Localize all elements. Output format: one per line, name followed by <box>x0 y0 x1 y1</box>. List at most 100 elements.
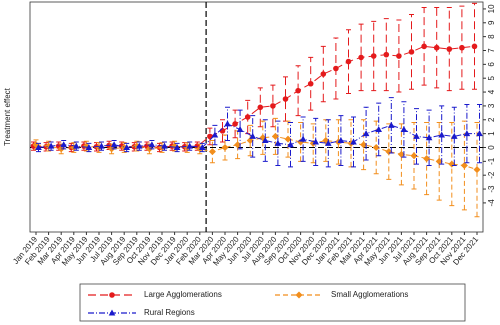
marker <box>325 139 332 146</box>
legend-marker <box>295 291 303 299</box>
marker <box>282 96 289 102</box>
marker <box>244 114 251 120</box>
error-bar <box>250 115 256 158</box>
legend-label: Small Agglomerations <box>331 290 408 299</box>
marker <box>471 43 478 50</box>
error-bar <box>358 23 364 92</box>
marker <box>85 143 93 150</box>
marker <box>236 125 244 132</box>
y-tick-label: 1 <box>487 131 496 136</box>
marker <box>136 142 143 149</box>
legend-marker <box>108 309 116 316</box>
marker <box>345 58 352 65</box>
marker <box>383 51 390 58</box>
legend-label: Rural Regions <box>144 308 195 317</box>
marker <box>320 71 327 77</box>
marker <box>232 121 238 127</box>
marker <box>362 130 370 137</box>
error-bar <box>212 124 218 146</box>
marker <box>438 131 445 138</box>
marker <box>47 142 55 149</box>
y-tick-label: 9 <box>487 20 496 25</box>
marker <box>161 142 168 149</box>
error-bar <box>335 119 341 165</box>
series-line <box>33 45 475 148</box>
series-line <box>38 123 480 149</box>
marker <box>459 44 465 51</box>
marker <box>463 130 471 137</box>
error-bar <box>220 119 225 143</box>
y-tick-label: 0 <box>487 145 496 150</box>
error-bar <box>477 104 482 164</box>
marker <box>257 104 264 111</box>
marker <box>375 125 382 132</box>
marker <box>270 103 276 109</box>
y-tick-label: 10 <box>487 4 496 13</box>
marker <box>148 141 156 148</box>
marker <box>396 53 402 59</box>
marker <box>337 137 345 144</box>
marker <box>249 132 256 139</box>
marker <box>446 46 453 52</box>
marker <box>307 80 314 87</box>
marker <box>400 125 408 132</box>
marker <box>451 132 458 139</box>
marker <box>435 157 443 165</box>
marker <box>234 141 242 149</box>
marker <box>372 143 380 151</box>
y-tick-label: -2 <box>487 171 496 179</box>
marker <box>60 141 67 148</box>
marker <box>224 120 231 127</box>
y-tick-label: 6 <box>487 62 496 67</box>
marker <box>408 49 415 55</box>
marker <box>211 131 219 138</box>
y-tick-label: 4 <box>487 89 496 94</box>
error-bar <box>439 105 445 165</box>
marker <box>221 143 229 151</box>
y-axis-label: Treatment effect <box>3 87 12 146</box>
marker <box>208 148 216 156</box>
error-bar <box>371 20 377 92</box>
legend-marker <box>109 292 115 298</box>
marker <box>388 121 395 128</box>
y-tick-label: 2 <box>487 117 496 122</box>
marker <box>98 142 105 149</box>
y-tick-label: -4 <box>487 199 496 207</box>
marker <box>421 43 427 50</box>
marker <box>287 141 294 148</box>
marker <box>370 53 377 59</box>
marker <box>284 135 292 143</box>
error-bar <box>270 84 276 128</box>
y-tick-label: -1 <box>487 157 496 165</box>
legend-box <box>79 283 466 322</box>
y-tick-label: 5 <box>487 75 496 80</box>
y-tick-label: -3 <box>487 185 496 193</box>
error-bar <box>262 119 268 162</box>
marker <box>397 150 405 158</box>
marker <box>186 142 193 149</box>
marker <box>173 143 181 150</box>
marker <box>423 155 431 163</box>
marker <box>123 143 130 150</box>
marker <box>460 161 468 169</box>
series-line <box>35 135 478 171</box>
marker <box>199 143 206 150</box>
marker <box>473 166 481 174</box>
marker <box>274 139 282 146</box>
error-bar <box>464 104 470 164</box>
marker <box>413 132 420 139</box>
error-bar <box>398 123 404 186</box>
marker <box>410 152 418 160</box>
y-tick-label: 7 <box>487 48 496 53</box>
marker <box>35 143 42 150</box>
marker <box>350 138 357 145</box>
marker <box>358 54 364 61</box>
y-tick-label: 3 <box>487 103 496 108</box>
marker <box>333 65 339 72</box>
marker <box>110 141 118 148</box>
marker <box>73 142 80 149</box>
marker <box>476 130 483 137</box>
marker <box>295 87 301 94</box>
marker <box>299 135 307 142</box>
